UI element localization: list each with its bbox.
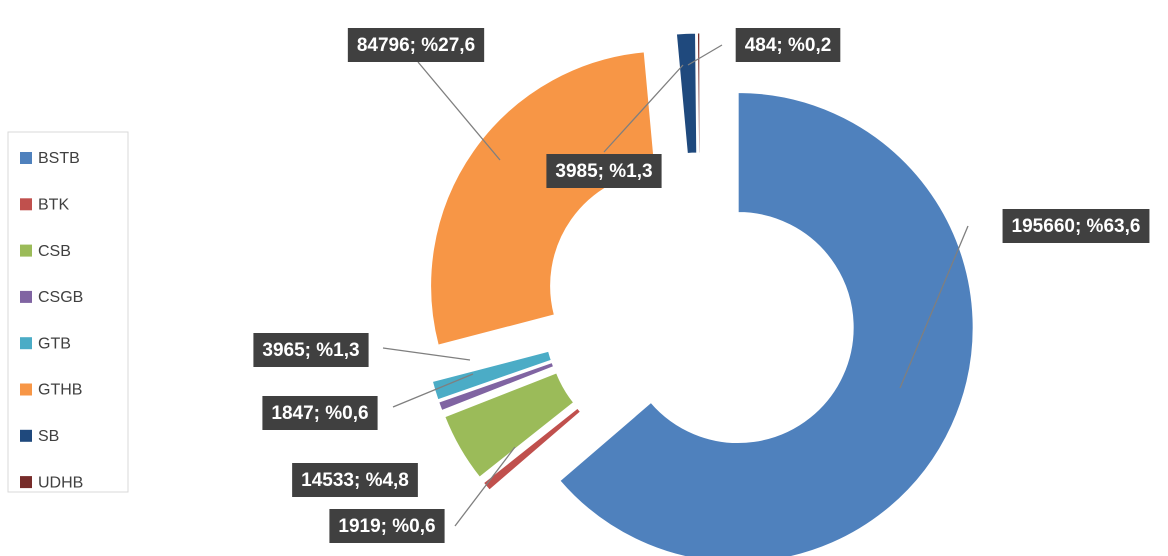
leader-line (454, 446, 516, 527)
legend-swatch (20, 337, 32, 350)
legend-label: CSB (38, 243, 71, 260)
data-label-box (262, 396, 378, 430)
slice (444, 372, 575, 478)
slice (559, 92, 974, 556)
legend-swatch (20, 429, 32, 442)
data-label: 484; %0,2 (745, 35, 832, 56)
legend-label: GTB (38, 335, 71, 352)
data-label-box (735, 28, 841, 62)
data-label-box (347, 28, 485, 62)
legend-swatch (20, 290, 32, 303)
legend-swatch (20, 152, 32, 164)
leader-line (417, 61, 501, 161)
leader-line (603, 64, 684, 153)
leader-line (687, 44, 723, 66)
leader-line (899, 225, 969, 389)
slice (438, 361, 555, 412)
data-label-box (546, 154, 662, 188)
legend-swatch (20, 198, 32, 211)
data-label: 195660; %63,6 (1012, 216, 1141, 237)
data-label-box (292, 463, 418, 497)
slice (482, 407, 582, 491)
data-label: 84796; %27,6 (357, 35, 475, 56)
data-label: 1847; %0,6 (271, 403, 368, 424)
slice (430, 51, 656, 346)
legend-label: CSGB (38, 289, 83, 306)
legend-swatch (20, 244, 32, 257)
leader-line (392, 373, 474, 408)
legend-label: BTK (38, 197, 69, 214)
legend-swatch (20, 383, 32, 396)
legend-label: GTHB (38, 382, 82, 399)
legend-label: UDHB (38, 474, 83, 491)
leader-line (382, 347, 471, 361)
data-label-box (329, 509, 445, 543)
legend-label: SB (38, 428, 59, 445)
slice (696, 32, 701, 154)
data-label-box (1002, 209, 1150, 243)
legend-label: BSTB (38, 150, 80, 167)
data-label-box (253, 333, 369, 367)
legend-swatch (20, 476, 32, 489)
data-label: 14533; %4,8 (301, 470, 409, 491)
data-label: 3965; %1,3 (262, 340, 359, 361)
slice (431, 350, 552, 401)
data-label: 3985; %1,3 (555, 161, 652, 182)
data-label: 1919; %0,6 (338, 516, 435, 537)
